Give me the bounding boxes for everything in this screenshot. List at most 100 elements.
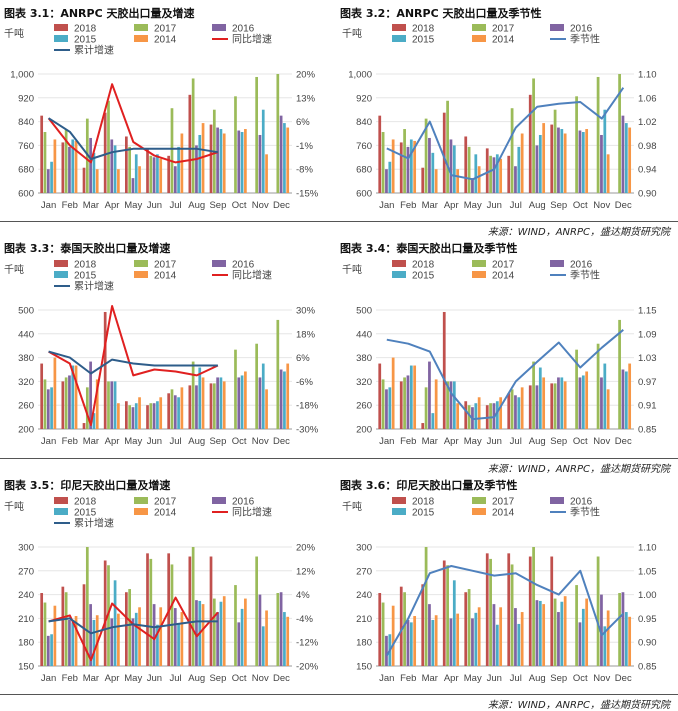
bar-2016 (216, 377, 219, 429)
y2-tick-label: 13% (296, 93, 316, 104)
bar-2016 (258, 594, 262, 666)
x-tick-label: Dec (615, 436, 632, 447)
bar-2015 (283, 371, 286, 429)
bar-2014 (74, 616, 78, 666)
bar-2016 (471, 178, 474, 193)
bar-2016 (621, 592, 625, 666)
bar-2016 (492, 157, 496, 193)
y2-tick-label: 1.00 (638, 590, 657, 601)
x-tick-label: Jan (379, 436, 394, 447)
bar-2015 (92, 413, 96, 429)
bar-2018 (442, 560, 446, 666)
y2-tick-label: 0.85 (638, 425, 657, 436)
bar-2016 (131, 407, 135, 429)
legend-label: 2018 (74, 497, 97, 508)
bar-2014 (477, 607, 481, 666)
y2-tick-label: 1.02 (638, 117, 657, 128)
y-tick-label: 200 (18, 425, 34, 436)
bar-2017 (489, 558, 492, 666)
y-tick-label: 1,000 (348, 70, 372, 81)
bar-2016 (68, 619, 71, 666)
bar-2017 (553, 109, 557, 193)
x-tick-label: May (464, 673, 482, 684)
bar-2014 (499, 397, 503, 429)
bar-2015 (177, 146, 180, 193)
y2-tick-label: 18% (296, 329, 316, 340)
bar-2014 (244, 598, 247, 666)
bar-2015 (409, 622, 413, 666)
legend-swatch (472, 508, 486, 515)
bar-2018 (61, 586, 65, 666)
bar-2015 (409, 139, 413, 193)
bar-2018 (399, 142, 403, 193)
x-tick-label: Oct (573, 673, 588, 684)
bar-2015 (581, 608, 585, 666)
legend-swatch (550, 497, 564, 504)
x-tick-label: Mar (422, 200, 438, 211)
x-tick-label: Jan (41, 436, 56, 447)
y-tick-label: 500 (356, 306, 372, 317)
bar-2015 (495, 401, 499, 429)
bar-2017 (618, 319, 621, 429)
bar-2015 (156, 624, 159, 666)
bar-2014 (74, 140, 78, 193)
y2-tick-label: 1.09 (638, 329, 657, 340)
chart-6-title: 图表 3.6：印尼天胶出口量及季节性 (340, 479, 518, 492)
bar-2017 (212, 383, 216, 429)
bar-2017 (424, 387, 428, 429)
bar-2016 (557, 377, 560, 429)
bar-2018 (124, 401, 128, 429)
bar-2018 (61, 142, 65, 193)
bar-2015 (71, 139, 75, 193)
bar-2014 (265, 610, 268, 666)
y2-tick-label: 1.10 (638, 70, 657, 81)
legend-swatch (392, 508, 406, 515)
bar-2016 (428, 361, 431, 429)
y2-tick-label: -18% (296, 401, 319, 412)
bar-2015 (517, 146, 521, 193)
bar-2016 (578, 622, 582, 666)
bar-2017 (596, 556, 600, 666)
bar-2015 (452, 580, 456, 666)
x-tick-label: Apr (105, 673, 120, 684)
chart-5-title: 图表 3.5：印尼天胶出口量及增速 (4, 479, 171, 492)
y-tick-label: 180 (18, 638, 34, 649)
legend-label: 2016 (570, 260, 593, 271)
bar-2014 (542, 377, 546, 429)
bar-2016 (492, 604, 496, 666)
y-tick-label: 240 (356, 590, 372, 601)
bar-2015 (538, 134, 542, 193)
bar-2014 (159, 158, 163, 193)
legend-label: 同比增速 (232, 506, 272, 519)
bar-2014 (413, 365, 417, 429)
legend-swatch (472, 497, 486, 504)
legend-label: 季节性 (570, 269, 600, 282)
legend-label: 2014 (154, 35, 177, 46)
x-tick-label: Jan (379, 200, 394, 211)
separator (0, 694, 678, 695)
bar-2017 (381, 379, 385, 429)
legend-swatch (134, 35, 148, 42)
bar-2018 (82, 167, 86, 193)
x-tick-label: Jun (487, 200, 502, 211)
x-tick-label: Nov (593, 673, 610, 684)
x-tick-label: Jun (487, 673, 502, 684)
x-tick-label: Dec (273, 673, 290, 684)
bar-2014 (391, 357, 395, 429)
bar-2018 (442, 112, 446, 193)
legend-swatch (212, 24, 226, 31)
y-tick-label: 260 (18, 401, 34, 412)
bar-2018 (209, 124, 213, 193)
y2-tick-label: 0.98 (638, 141, 657, 152)
bar-2018 (167, 393, 171, 429)
legend-swatch (392, 497, 406, 504)
bar-2015 (624, 612, 628, 666)
legend-swatch (472, 260, 486, 267)
x-tick-label: Aug (529, 673, 546, 684)
x-tick-label: Apr (444, 673, 459, 684)
legend-label: 2016 (570, 497, 593, 508)
bar-2016 (173, 166, 177, 193)
legend-label: 2017 (492, 497, 515, 508)
legend-label: 2017 (492, 24, 515, 35)
bar-2016 (258, 134, 262, 193)
